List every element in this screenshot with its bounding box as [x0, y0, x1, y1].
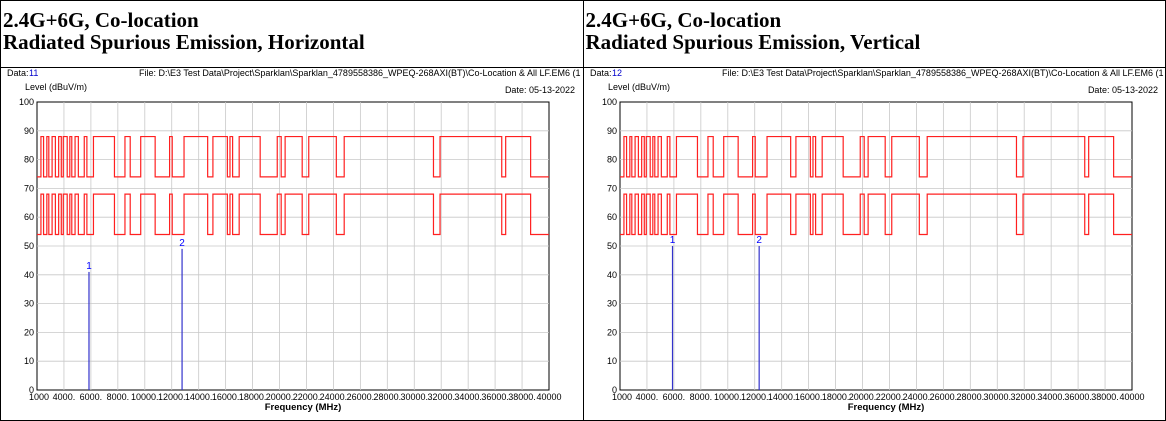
- limit-line-average: [619, 193, 1132, 236]
- x-tick-label: 32000.: [427, 392, 455, 402]
- x-tick-label: 14000.: [185, 392, 213, 402]
- x-axis-title: Frequency (MHz): [265, 402, 342, 413]
- x-tick-label: 16000.: [212, 392, 240, 402]
- x-tick-label: 1000: [29, 392, 49, 402]
- x-tick-label: 6000.: [662, 392, 685, 402]
- marker-label: 1: [86, 261, 92, 272]
- date-text: Date: 05-13-2022: [505, 85, 575, 95]
- x-tick-label: 26000.: [347, 392, 375, 402]
- data-number: 11: [29, 68, 38, 78]
- emission-chart-vertical: Data: 12 File: D:\E3 Test Data\Project\S…: [583, 68, 1164, 418]
- x-tick-label: 16000.: [794, 392, 822, 402]
- limit-line-peak: [37, 135, 549, 178]
- y-tick-label: 100: [601, 97, 616, 107]
- x-tick-label: 4000.: [53, 392, 76, 402]
- y-tick-label: 30: [24, 299, 34, 309]
- x-tick-label: 8000.: [107, 392, 130, 402]
- y-tick-label: 60: [606, 212, 616, 222]
- y-tick-label: 70: [24, 183, 34, 193]
- x-tick-label: 12000.: [740, 392, 768, 402]
- x-tick-label: 30000.: [400, 392, 428, 402]
- y-tick-label: 90: [24, 126, 34, 136]
- y-tick-label: 90: [606, 126, 616, 136]
- data-number: 12: [612, 68, 622, 78]
- y-tick-label: 10: [606, 356, 616, 366]
- x-tick-label: 10000.: [714, 392, 742, 402]
- panel-title-line2: Radiated Spurious Emission, Vertical: [585, 30, 921, 54]
- file-path-text: File: D:\E3 Test Data\Project\Sparklan\S…: [139, 68, 581, 78]
- x-tick-label: 4000.: [635, 392, 658, 402]
- data-label: Data:: [590, 68, 612, 78]
- x-tick-label: 34000.: [454, 392, 482, 402]
- x-tick-label: 28000.: [374, 392, 402, 402]
- x-tick-label: 40000: [536, 392, 561, 402]
- x-tick-label: 30000.: [983, 392, 1011, 402]
- panel-title-line2: Radiated Spurious Emission, Horizontal: [3, 30, 365, 54]
- x-tick-label: 20000.: [848, 392, 876, 402]
- x-tick-label: 20000.: [266, 392, 294, 402]
- y-tick-label: 30: [606, 299, 616, 309]
- y-tick-label: 20: [24, 327, 34, 337]
- y-tick-label: 50: [24, 241, 34, 251]
- limit-line-average: [37, 193, 549, 236]
- y-tick-label: 80: [606, 155, 616, 165]
- marker-label: 1: [669, 235, 675, 246]
- x-tick-label: 22000.: [875, 392, 903, 402]
- x-tick-label: 18000.: [821, 392, 849, 402]
- x-tick-label: 1000: [611, 392, 631, 402]
- y-axis-title: Level (dBuV/m): [608, 82, 670, 92]
- x-tick-label: 18000.: [239, 392, 267, 402]
- marker-label: 2: [179, 238, 185, 249]
- marker-label: 2: [756, 235, 762, 246]
- y-tick-label: 50: [606, 241, 616, 251]
- x-tick-label: 36000.: [1064, 392, 1092, 402]
- title-cell-vertical: 2.4G+6G, Co-location Radiated Spurious E…: [582, 0, 1166, 68]
- file-path-text: File: D:\E3 Test Data\Project\Sparklan\S…: [722, 68, 1164, 78]
- x-tick-label: 14000.: [767, 392, 795, 402]
- y-tick-label: 60: [24, 212, 34, 222]
- y-tick-label: 40: [24, 270, 34, 280]
- y-tick-label: 0: [611, 385, 616, 395]
- x-tick-label: 26000.: [929, 392, 957, 402]
- x-tick-label: 40000: [1119, 392, 1144, 402]
- y-tick-label: 70: [606, 183, 616, 193]
- x-axis-title: Frequency (MHz): [847, 402, 924, 413]
- y-axis-title: Level (dBuV/m): [25, 82, 87, 92]
- x-tick-label: 10000.: [131, 392, 159, 402]
- y-tick-label: 10: [24, 356, 34, 366]
- title-cell-horizontal: 2.4G+6G, Co-location Radiated Spurious E…: [0, 0, 584, 68]
- date-text: Date: 05-13-2022: [1087, 85, 1157, 95]
- y-tick-label: 80: [24, 155, 34, 165]
- panel-title-line1: 2.4G+6G, Co-location: [3, 8, 199, 32]
- x-tick-label: 24000.: [902, 392, 930, 402]
- x-tick-label: 28000.: [956, 392, 984, 402]
- x-tick-label: 38000.: [1091, 392, 1119, 402]
- y-tick-label: 0: [29, 385, 34, 395]
- x-tick-label: 22000.: [293, 392, 321, 402]
- chart-cell-horizontal: Data: 11 File: D:\E3 Test Data\Project\S…: [0, 67, 584, 421]
- data-label: Data:: [7, 68, 29, 78]
- y-tick-label: 20: [606, 327, 616, 337]
- x-tick-label: 24000.: [320, 392, 348, 402]
- panel-title-line1: 2.4G+6G, Co-location: [585, 8, 782, 32]
- emission-chart-horizontal: Data: 11 File: D:\E3 Test Data\Project\S…: [1, 68, 581, 418]
- x-tick-label: 6000.: [80, 392, 103, 402]
- x-tick-label: 32000.: [1010, 392, 1038, 402]
- x-tick-label: 12000.: [158, 392, 186, 402]
- x-tick-label: 38000.: [508, 392, 536, 402]
- y-tick-label: 100: [19, 97, 34, 107]
- x-tick-label: 8000.: [689, 392, 712, 402]
- y-tick-label: 40: [606, 270, 616, 280]
- x-tick-label: 36000.: [481, 392, 509, 402]
- limit-line-peak: [619, 135, 1132, 178]
- chart-cell-vertical: Data: 12 File: D:\E3 Test Data\Project\S…: [582, 67, 1166, 421]
- x-tick-label: 34000.: [1037, 392, 1065, 402]
